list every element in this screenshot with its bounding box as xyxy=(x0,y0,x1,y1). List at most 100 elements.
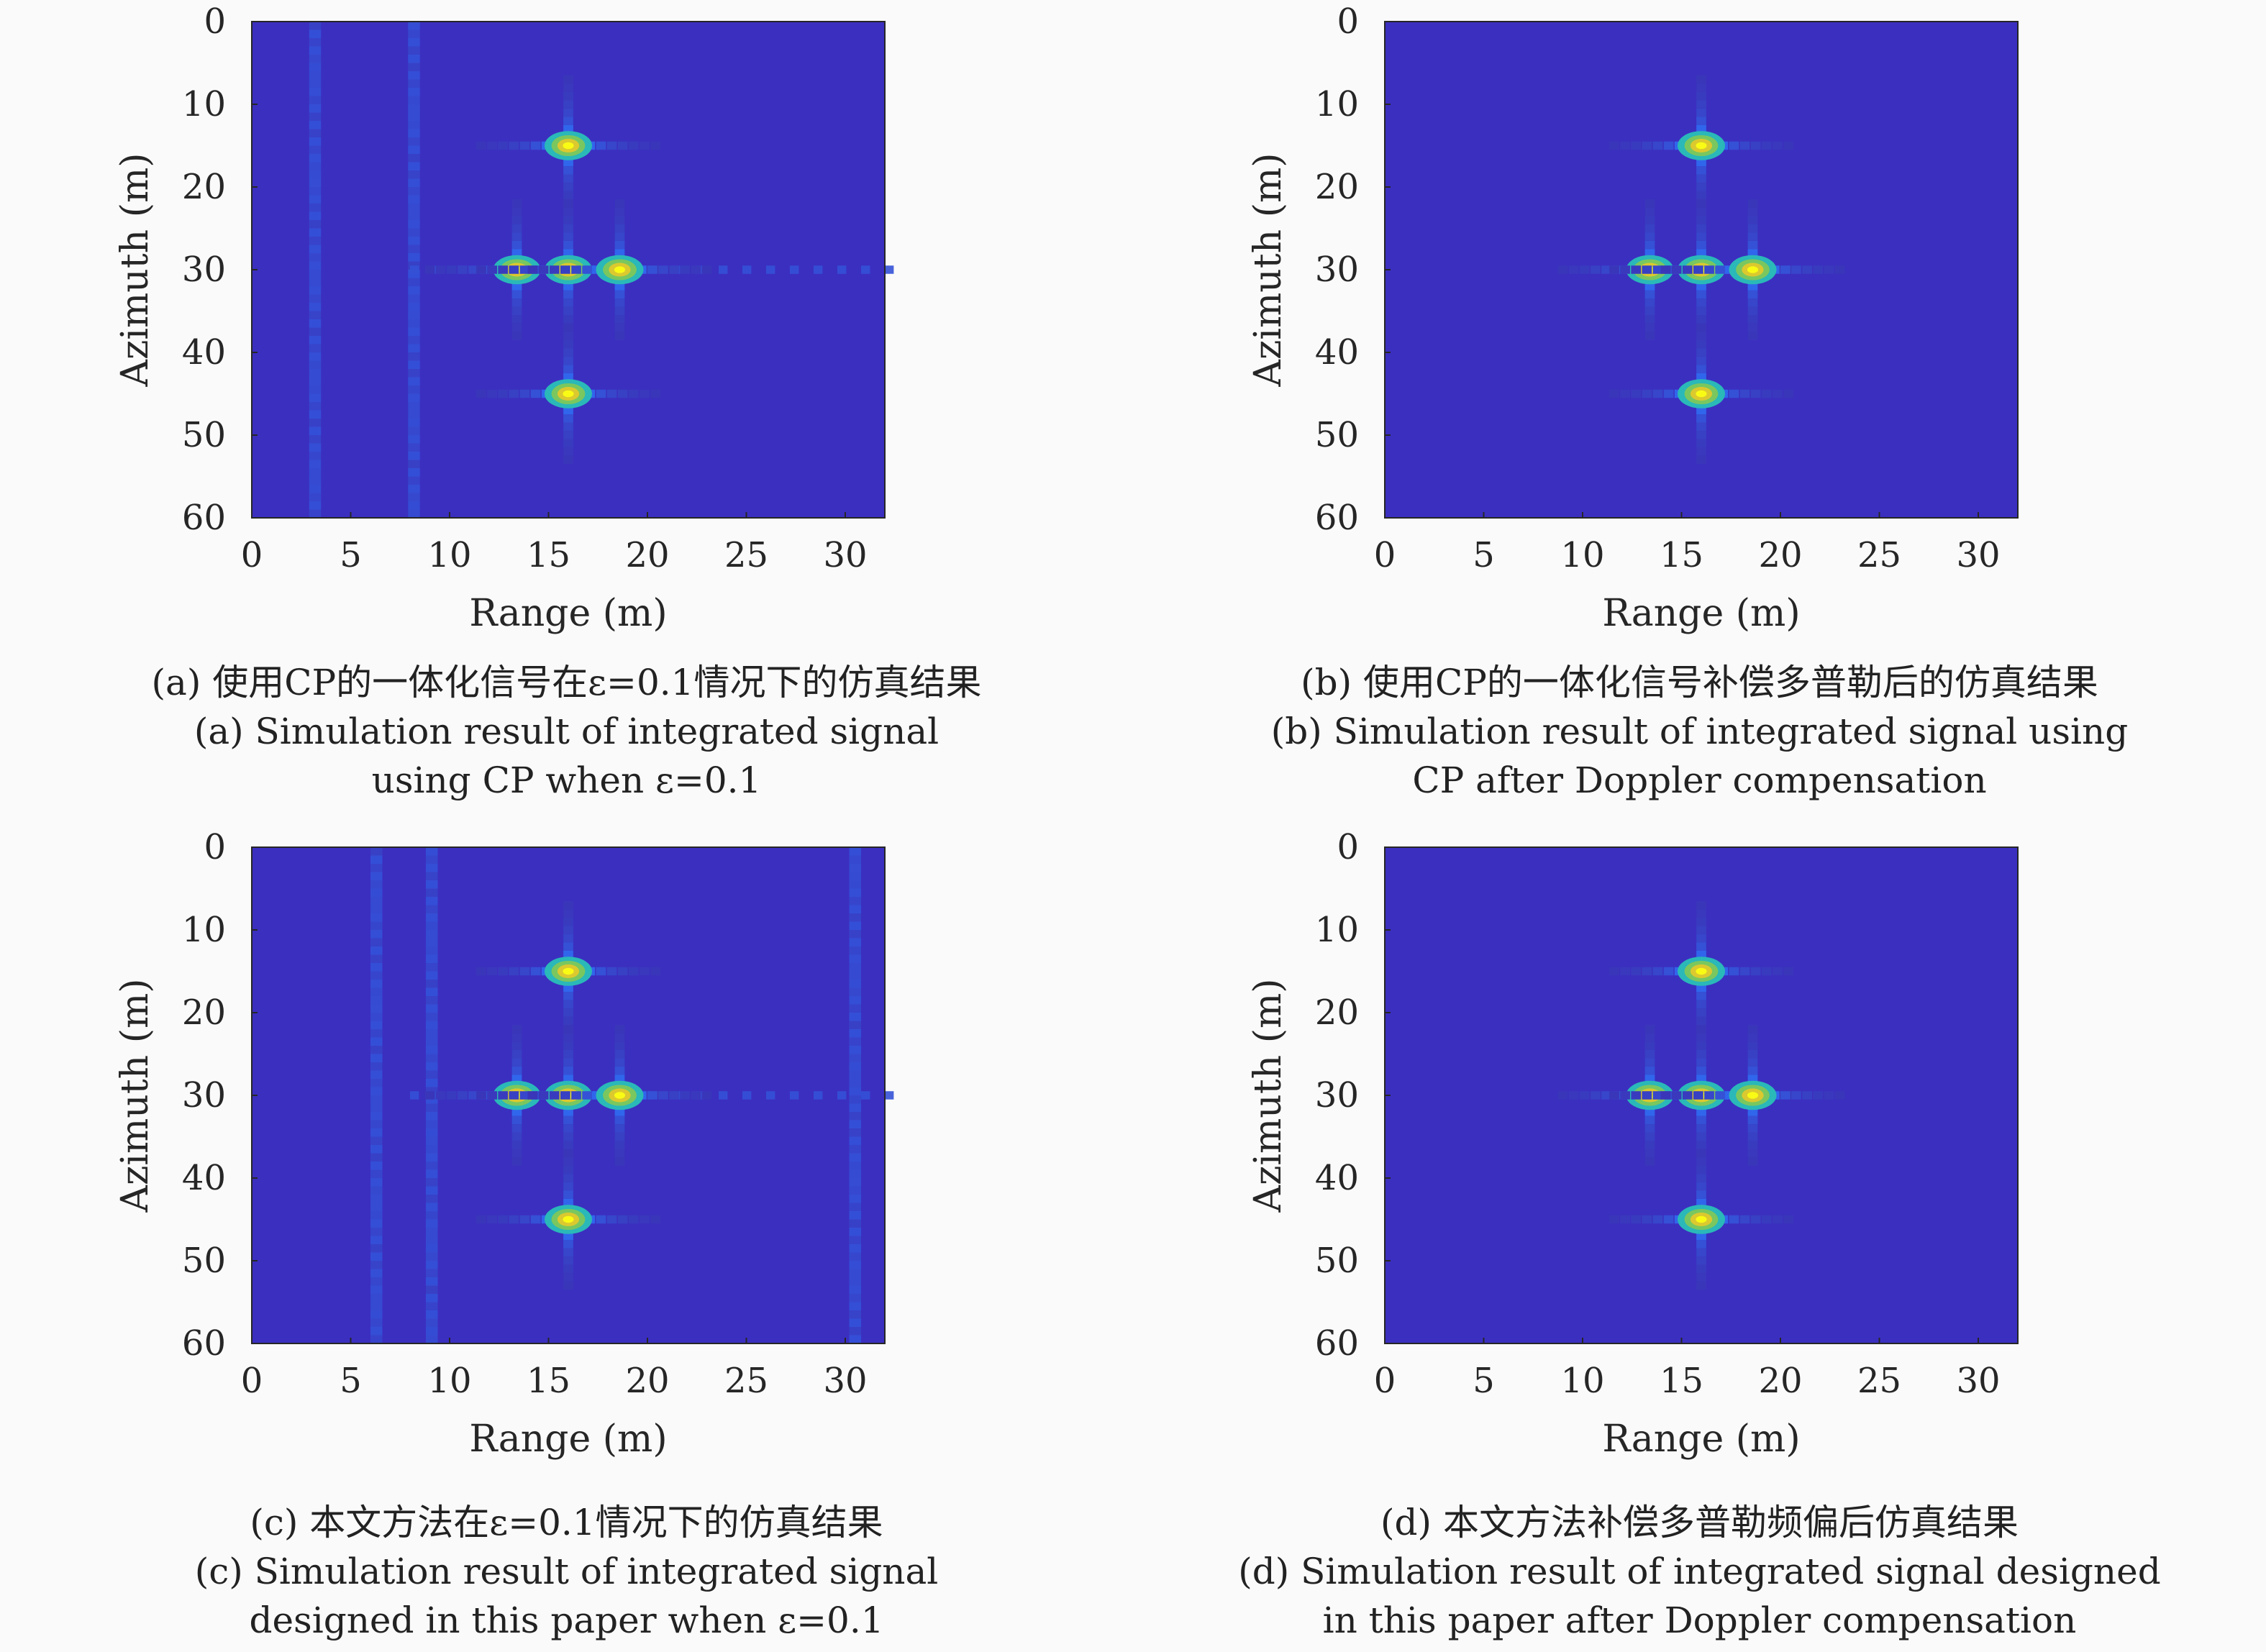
stripe-cell xyxy=(309,96,322,104)
sidelobe-cell xyxy=(1642,967,1652,976)
sidelobe-cell xyxy=(691,265,701,274)
sidelobe-cell xyxy=(511,249,522,257)
stripe-cell xyxy=(426,980,438,988)
stripe-cell xyxy=(849,963,861,972)
sidelobe-cell xyxy=(563,1025,573,1033)
sidelobe-cell xyxy=(563,1190,573,1199)
target-0 xyxy=(476,900,660,1042)
sidelobe-cell xyxy=(1729,389,1739,398)
sidelobe-cell xyxy=(563,1066,573,1075)
stripe-cell xyxy=(426,921,438,930)
sidelobe-cell xyxy=(1696,100,1706,109)
sidelobe-cell xyxy=(1696,1049,1706,1059)
sidelobe-cell xyxy=(563,917,573,926)
sidelobe-cell xyxy=(476,141,486,150)
x-axis-label: Range (m) xyxy=(469,592,667,635)
stripe-cell xyxy=(408,360,420,369)
sidelobe-cell xyxy=(511,199,522,208)
x-tick-label: 10 xyxy=(1560,1361,1604,1401)
stripe-cell xyxy=(370,1136,383,1145)
stripe-cell xyxy=(309,286,322,295)
sidelobe-cell xyxy=(498,1215,509,1224)
sidelobe-cell xyxy=(1660,265,1671,274)
sidelobe-cell xyxy=(1696,373,1706,382)
stripe-cell xyxy=(849,905,861,913)
sidelobe-cell xyxy=(563,455,573,465)
sidelobe-cell xyxy=(1696,1132,1706,1141)
stripe-cell xyxy=(426,847,438,856)
sidelobe-cell xyxy=(1696,1074,1706,1083)
x-tick-label: 20 xyxy=(625,1361,669,1401)
stripe-cell xyxy=(309,170,322,179)
sidelobe-cell xyxy=(1696,1190,1706,1199)
sidelobe-cell xyxy=(1652,389,1663,398)
stripe-cell xyxy=(370,1310,383,1319)
sidelobe-cell xyxy=(680,1091,691,1100)
sidelobe-cell xyxy=(1609,1215,1619,1224)
stripe-cell xyxy=(309,501,322,510)
sidelobe-cell xyxy=(614,1049,625,1059)
stripe-cell xyxy=(309,29,322,38)
sidelobe-cell xyxy=(1644,315,1655,324)
y-tick-label: 40 xyxy=(182,1158,226,1198)
sidelobe-cell xyxy=(1642,141,1652,150)
sidelobe-cell xyxy=(1642,389,1652,398)
x-tick-label: 30 xyxy=(1956,1361,2000,1401)
stripe-cell xyxy=(370,1021,383,1029)
y-tick-label: 30 xyxy=(182,250,226,290)
sidelobe-cell xyxy=(563,1000,573,1009)
sidelobe-cell xyxy=(1696,365,1706,373)
sidelobe-cell xyxy=(1644,1157,1655,1166)
sidelobe-cell xyxy=(614,1108,625,1116)
stripe-cell xyxy=(309,162,322,170)
sidelobe-cell xyxy=(519,265,530,274)
sidelobe-cell xyxy=(1671,1091,1682,1100)
sidelobe-cell xyxy=(606,389,617,398)
stripe-cell xyxy=(370,855,383,864)
sidelobe-cell xyxy=(563,117,573,125)
sidelobe-cell xyxy=(563,909,573,918)
stripe-cell xyxy=(370,872,383,880)
stripe-cell xyxy=(408,435,420,444)
stripe-cell xyxy=(849,971,861,980)
sidelobe-cell xyxy=(563,1231,573,1241)
stripe-cell xyxy=(408,468,420,477)
sidelobe-cell xyxy=(458,1091,468,1100)
sidelobe-cell xyxy=(571,265,581,274)
stripe-cell xyxy=(309,71,322,80)
sidelobe-cell xyxy=(1696,447,1706,456)
stripe-cell xyxy=(426,1211,438,1220)
y-tick-label: 20 xyxy=(1315,992,1359,1033)
sidelobe-cell xyxy=(658,1091,668,1100)
target-4 xyxy=(476,323,660,465)
sidelobe-cell xyxy=(1642,1091,1652,1100)
stripe-cell xyxy=(408,162,420,170)
stripe-cell xyxy=(370,987,383,996)
stripe-cell xyxy=(408,452,420,460)
stripe-cell xyxy=(849,864,861,872)
stripe-cell xyxy=(370,996,383,1005)
stripe-cell xyxy=(426,1112,438,1121)
sidelobe-cell xyxy=(563,224,573,233)
stripe-cell xyxy=(408,38,420,47)
sidelobe-cell xyxy=(1696,91,1706,101)
sidelobe-cell xyxy=(1696,1231,1706,1241)
sidelobe-cell xyxy=(606,141,617,150)
sidelobe-cell xyxy=(1739,1215,1750,1224)
sidelobe-cell xyxy=(1696,199,1706,208)
sidelobe-cell xyxy=(563,1141,573,1149)
sidelobe-cell xyxy=(628,389,639,398)
stripe-cell xyxy=(370,1318,383,1327)
stripe-cell xyxy=(309,344,322,352)
sidelobe-cell xyxy=(549,1091,560,1100)
sidelobe-cell xyxy=(1739,389,1750,398)
sidelobe-cell xyxy=(742,265,752,274)
sidelobe-cell xyxy=(1747,323,1758,332)
caption-en-c-line1: (c) Simulation result of integrated sign… xyxy=(194,1551,939,1592)
sidelobe-cell xyxy=(614,216,625,224)
sidelobe-cell xyxy=(1783,389,1793,398)
stripe-cell xyxy=(408,327,420,336)
sidelobe-cell xyxy=(1747,1058,1758,1067)
sidelobe-cell xyxy=(563,1049,573,1059)
sidelobe-cell xyxy=(1631,141,1642,150)
